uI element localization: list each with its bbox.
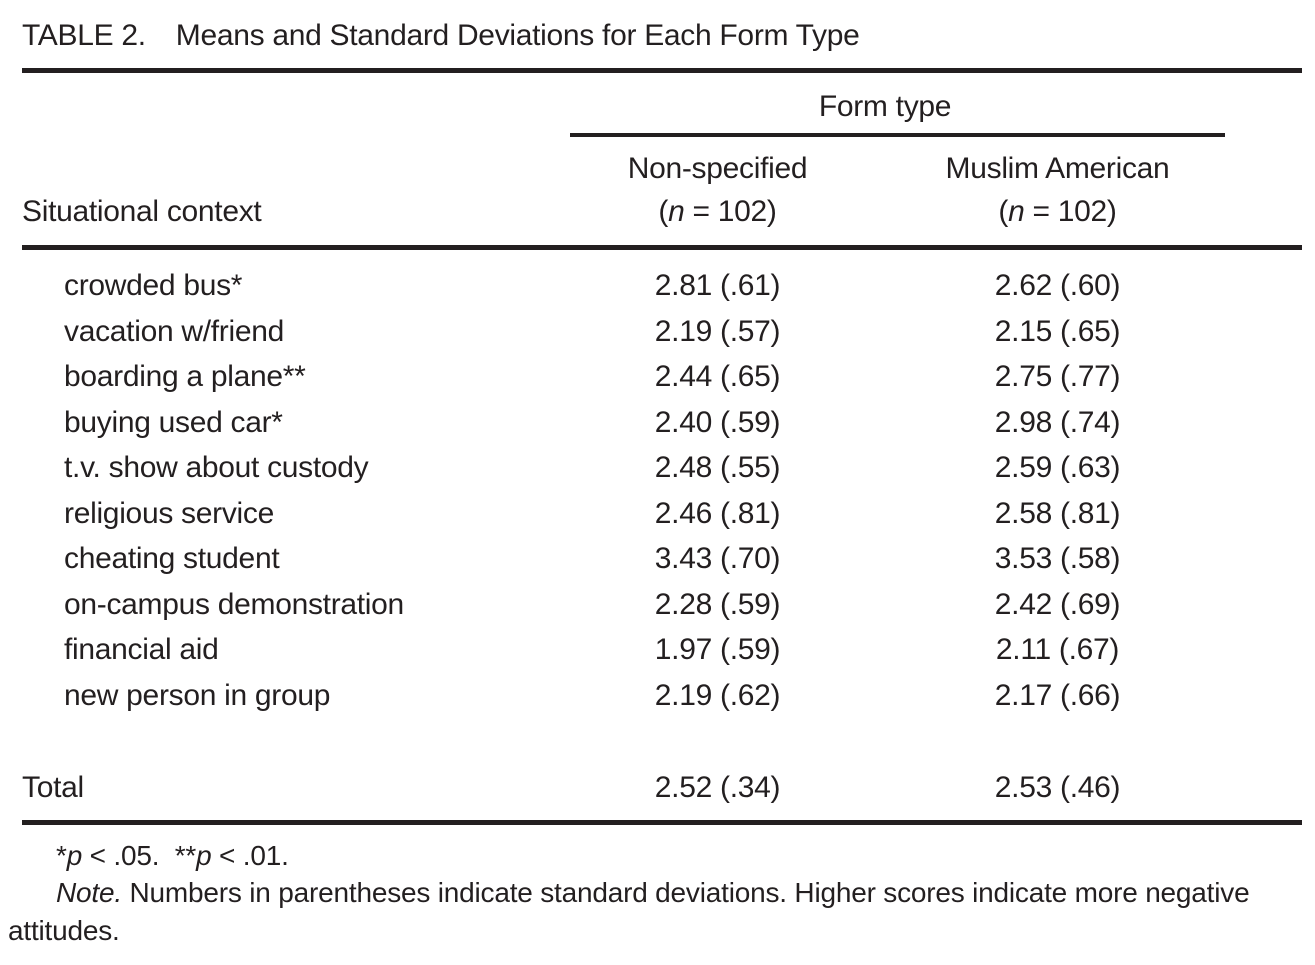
column-header-muslim-american: Muslim American (n = 102) (890, 147, 1225, 233)
table-row: t.v. show about custody 2.48 (.55) 2.59 … (22, 445, 1302, 491)
total-row: Total 2.52 (.34) 2.53 (.46) (22, 765, 1302, 811)
cell-muslim-american: 2.75 (.77) (994, 360, 1121, 393)
row-label: boarding a plane** (64, 360, 306, 393)
table-row: buying used car* 2.40 (.59) 2.98 (.74) (22, 400, 1302, 446)
column-header-nonspecified: Non-specified (n = 102) (545, 147, 890, 233)
significance-footnote: *p < .05. **p < .01. (56, 839, 289, 871)
table-row: vacation w/friend 2.19 (.57) 2.15 (.65) (22, 309, 1302, 355)
table-row: religious service 2.46 (.81) 2.58 (.81) (22, 491, 1302, 537)
total-label: Total (22, 771, 84, 804)
table-title-text: Means and Standard Deviations for Each F… (175, 19, 860, 52)
table-number: TABLE 2. (22, 19, 146, 52)
table-content: TABLE 2. Means and Standard Deviations fo… (8, 14, 1302, 950)
spanner-heading: Form type (545, 73, 1225, 137)
table-row: boarding a plane** 2.44 (.65) 2.75 (.77) (22, 354, 1302, 400)
cell-nonspecified: 2.46 (.81) (654, 496, 781, 530)
sig-star-2: ** (174, 839, 197, 871)
top-rule (22, 68, 1302, 73)
row-label: t.v. show about custody (64, 451, 369, 484)
row-label: financial aid (64, 633, 219, 666)
total-muslim-american: 2.53 (.46) (994, 771, 1121, 804)
header-rule (22, 245, 1302, 250)
table-title: TABLE 2. Means and Standard Deviations fo… (22, 14, 1302, 58)
row-label: vacation w/friend (64, 314, 285, 348)
table-row: new person in group 2.19 (.62) 2.17 (.66… (22, 673, 1302, 719)
table-body: crowded bus* 2.81 (.61) 2.62 (.60) vacat… (22, 250, 1302, 718)
table-row: crowded bus* 2.81 (.61) 2.62 (.60) (22, 263, 1302, 309)
column-n-count: (n = 102) (998, 195, 1117, 228)
note-label: Note. (56, 876, 122, 908)
cell-nonspecified: 2.81 (.61) (654, 269, 781, 302)
table-row: on-campus demonstration 2.28 (.59) 2.42 … (22, 582, 1302, 628)
column-label: Muslim American (945, 152, 1170, 185)
spanner-rule (570, 133, 1225, 137)
row-label: on-campus demonstration (64, 587, 404, 621)
cell-nonspecified: 2.40 (.59) (654, 405, 781, 439)
column-header-row: Situational context Non-specified (n = 1… (22, 147, 1302, 233)
cell-nonspecified: 2.28 (.59) (654, 587, 781, 621)
total-nonspecified: 2.52 (.34) (654, 771, 781, 804)
p-symbol: p (66, 839, 83, 871)
row-label: buying used car* (64, 405, 283, 439)
note-text: Numbers in parentheses indicate standard… (8, 876, 1250, 946)
cell-muslim-american: 2.15 (.65) (994, 314, 1121, 348)
cell-nonspecified: 2.19 (.57) (654, 314, 781, 348)
spanner-row: Form type (22, 73, 1302, 137)
column-label: Non-specified (627, 152, 808, 185)
cell-nonspecified: 2.19 (.62) (654, 678, 781, 712)
p-symbol: p (196, 839, 212, 871)
column-n-count: (n = 102) (658, 195, 777, 228)
cell-muslim-american: 2.98 (.74) (994, 405, 1121, 439)
cell-nonspecified: 3.43 (.70) (654, 542, 781, 575)
cell-nonspecified: 2.44 (.65) (654, 360, 781, 393)
n-symbol: n (668, 195, 685, 228)
cell-muslim-american: 2.62 (.60) (994, 269, 1121, 302)
stub-header: Situational context (22, 195, 262, 228)
form-type-label: Form type (818, 90, 952, 123)
row-label: new person in group (64, 678, 331, 712)
cell-muslim-american: 2.17 (.66) (994, 678, 1121, 712)
table-row: financial aid 1.97 (.59) 2.11 (.67) (22, 627, 1302, 673)
cell-muslim-american: 3.53 (.58) (994, 542, 1121, 575)
sig-star-1: * (56, 839, 67, 871)
cell-muslim-american: 2.58 (.81) (994, 496, 1121, 530)
cell-muslim-american: 2.59 (.63) (994, 451, 1121, 484)
spanner-spacer (22, 73, 545, 137)
cell-muslim-american: 2.42 (.69) (994, 587, 1121, 621)
cell-nonspecified: 2.48 (.55) (654, 451, 781, 484)
row-label: religious service (64, 496, 274, 530)
n-symbol: n (1008, 195, 1025, 228)
table-row: cheating student 3.43 (.70) 3.53 (.58) (22, 536, 1302, 582)
cell-muslim-american: 2.11 (.67) (995, 633, 1120, 666)
footnotes: *p < .05. **p < .01. Note. Numbers in par… (8, 838, 1302, 950)
row-label: cheating student (64, 542, 280, 575)
cell-nonspecified: 1.97 (.59) (654, 633, 781, 666)
row-label: crowded bus* (64, 269, 243, 302)
bottom-rule (22, 819, 1302, 825)
note-footnote: Note. Numbers in parentheses indicate st… (8, 874, 1313, 950)
